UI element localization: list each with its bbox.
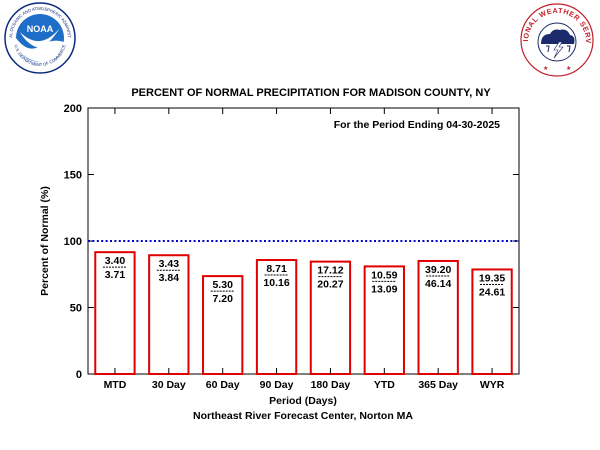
y-tick-label: 150 bbox=[64, 170, 82, 182]
observed-precip-label: 39.20 bbox=[425, 264, 451, 276]
normal-precip-label: 24.61 bbox=[479, 286, 505, 298]
observed-precip-label: 5.30 bbox=[212, 279, 233, 291]
x-tick-label: YTD bbox=[374, 379, 395, 391]
observed-precip-label: 8.71 bbox=[266, 263, 287, 275]
normal-precip-label: 46.14 bbox=[425, 278, 451, 290]
normal-precip-label: 7.20 bbox=[212, 293, 233, 305]
x-tick-label: 30 Day bbox=[152, 379, 186, 391]
x-tick-label: 180 Day bbox=[311, 379, 351, 391]
noaa-logo: NOAA NATIONAL OCEANIC AND ATMOSPHERIC AD… bbox=[2, 0, 76, 74]
x-axis-label: Period (Days) bbox=[269, 395, 337, 407]
observed-precip-label: 3.40 bbox=[105, 255, 126, 267]
nws-logo: NATIONAL WEATHER SERVICE ★ ★ bbox=[516, 0, 595, 78]
normal-precip-label: 10.16 bbox=[263, 277, 289, 289]
y-tick-label: 0 bbox=[76, 369, 82, 381]
normal-precip-label: 3.71 bbox=[105, 269, 126, 281]
credit-text: Northeast River Forecast Center, Norton … bbox=[193, 410, 413, 422]
normal-precip-label: 13.09 bbox=[371, 283, 397, 295]
x-tick-label: MTD bbox=[104, 379, 127, 391]
chart-title: PERCENT OF NORMAL PRECIPITATION FOR MADI… bbox=[131, 87, 491, 99]
plot-area: 0 50 100 150 200 MTD 3.40 3.71 30 Day 3.43 3.84 60 … bbox=[64, 103, 520, 391]
lightning-icon bbox=[553, 41, 564, 59]
cloud-icon bbox=[541, 29, 575, 44]
y-tick-label: 200 bbox=[64, 103, 82, 115]
period-annotation: For the Period Ending 04-30-2025 bbox=[334, 119, 500, 131]
x-tick-label: 60 Day bbox=[206, 379, 240, 391]
observed-precip-label: 3.43 bbox=[159, 258, 180, 270]
observed-precip-label: 10.59 bbox=[371, 269, 397, 281]
svg-text:★: ★ bbox=[566, 65, 571, 72]
normal-precip-label: 20.27 bbox=[317, 279, 343, 291]
normal-precip-label: 3.84 bbox=[159, 272, 180, 284]
y-tick-label: 50 bbox=[70, 303, 82, 315]
bar bbox=[471, 268, 513, 376]
y-axis-label: Percent of Normal (%) bbox=[39, 186, 51, 296]
x-tick-label: 365 Day bbox=[418, 379, 458, 391]
observed-precip-label: 19.35 bbox=[479, 272, 505, 284]
x-tick-label: 90 Day bbox=[260, 379, 294, 391]
x-tick-label: WYR bbox=[480, 379, 505, 391]
svg-text:★: ★ bbox=[543, 65, 548, 72]
observed-precip-label: 17.12 bbox=[317, 265, 343, 277]
y-tick-label: 100 bbox=[64, 236, 82, 248]
noaa-wordmark: NOAA bbox=[27, 24, 54, 34]
